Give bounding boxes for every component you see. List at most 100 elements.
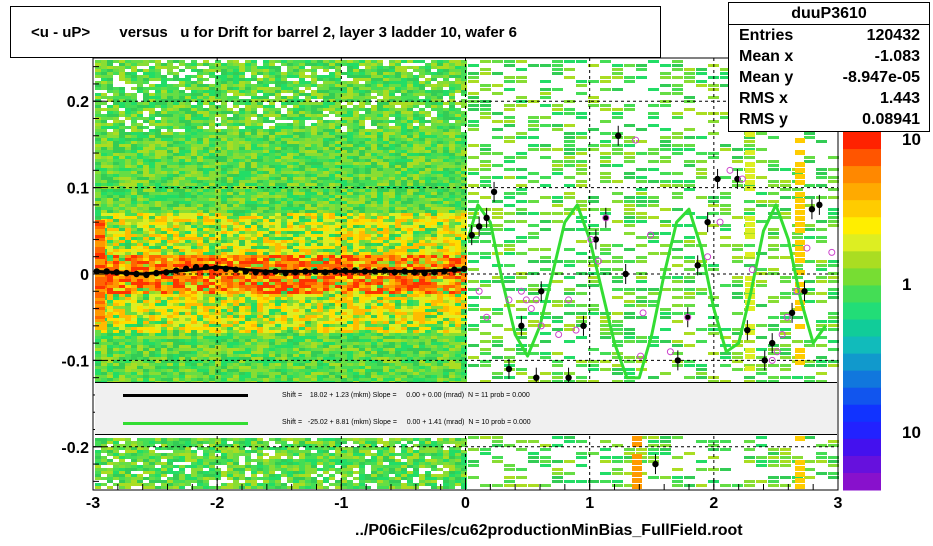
heat-cell <box>299 69 305 72</box>
heat-cell <box>305 309 311 312</box>
heat-cell <box>329 189 335 192</box>
heat-cell <box>161 339 167 342</box>
heat-cell <box>299 78 305 81</box>
heat-cell <box>221 375 227 378</box>
heat-cell <box>161 225 167 228</box>
heat-cell <box>125 441 131 444</box>
heat-cell <box>173 351 179 354</box>
heat-cell <box>161 363 167 366</box>
heat-cell <box>269 276 275 279</box>
heat-cell <box>179 291 185 294</box>
heat-cell <box>335 354 341 357</box>
heat-cell <box>317 153 323 156</box>
heat-cell <box>245 330 251 333</box>
heat-cell <box>131 117 137 120</box>
heat-cell <box>191 366 197 369</box>
heat-cell <box>161 366 167 369</box>
heat-cell <box>125 300 131 303</box>
heat-cell <box>257 333 263 336</box>
heat-cell <box>185 66 191 69</box>
heat-cell <box>221 297 227 300</box>
heat-cell <box>299 204 305 207</box>
heat-cell <box>101 210 107 213</box>
heat-cell <box>131 189 137 192</box>
heat-cell <box>215 279 221 282</box>
heat-cell <box>143 327 149 330</box>
heat-cell <box>275 174 281 177</box>
heat-cell <box>257 330 263 333</box>
heat-cell <box>209 114 215 117</box>
heat-cell <box>287 243 293 246</box>
heat-cell <box>329 483 335 486</box>
heat-cell <box>125 279 131 282</box>
heat-cell <box>173 180 179 183</box>
heat-cell <box>149 477 155 480</box>
heat-cell <box>95 366 101 369</box>
heat-cell <box>107 438 113 441</box>
heat-cell <box>179 114 185 117</box>
heat-cell <box>191 273 197 276</box>
heat-cell <box>161 117 167 120</box>
heat-cell <box>221 177 227 180</box>
heat-cell <box>95 141 101 144</box>
heat-cell <box>245 291 251 294</box>
heat-cell <box>107 69 113 72</box>
heat-cell <box>155 105 161 108</box>
heat-cell <box>323 93 329 96</box>
heat-cell <box>269 456 275 459</box>
heat-cell <box>227 264 233 267</box>
heat-cell <box>173 438 179 441</box>
heat-cell <box>203 465 209 468</box>
heat-cell <box>155 159 161 162</box>
heat-cell <box>95 462 101 465</box>
heat-cell <box>113 279 119 282</box>
heat-cell <box>287 72 293 75</box>
heat-cell <box>95 483 101 486</box>
heat-cell <box>269 180 275 183</box>
heat-cell <box>335 150 341 153</box>
heat-cell <box>203 327 209 330</box>
heat-cell <box>143 120 149 123</box>
heat-cell <box>245 273 251 276</box>
heat-cell <box>335 105 341 108</box>
heat-cell <box>275 342 281 345</box>
heat-cell <box>101 444 107 447</box>
heat-cell <box>257 486 263 489</box>
heat-cell <box>137 204 143 207</box>
heat-cell <box>263 441 269 444</box>
heat-cell <box>131 267 137 270</box>
heat-cell <box>203 213 209 216</box>
heat-cell <box>125 111 131 114</box>
heat-cell <box>251 486 257 489</box>
heat-cell <box>113 363 119 366</box>
heat-cell <box>107 78 113 81</box>
heat-cell <box>317 87 323 90</box>
heat-cell <box>119 213 125 216</box>
heat-cell <box>311 447 317 450</box>
heat-cell <box>281 84 287 87</box>
heat-cell <box>221 195 227 198</box>
heat-cell <box>263 120 269 123</box>
heat-cell <box>275 210 281 213</box>
heat-cell <box>341 105 347 108</box>
heat-cell <box>227 486 233 489</box>
heat-cell <box>149 372 155 375</box>
heat-cell <box>131 162 137 165</box>
heat-cell <box>299 63 305 66</box>
heat-cell <box>293 204 299 207</box>
heat-cell <box>179 123 185 126</box>
heat-cell <box>179 306 185 309</box>
heat-cell <box>323 96 329 99</box>
heat-cell <box>131 378 137 381</box>
heat-cell <box>329 240 335 243</box>
heat-cell <box>179 213 185 216</box>
heat-cell <box>149 300 155 303</box>
heat-cell <box>233 249 239 252</box>
heat-cell <box>299 288 305 291</box>
heat-cell <box>311 312 317 315</box>
heat-cell <box>305 156 311 159</box>
heat-cell <box>215 189 221 192</box>
heat-cell <box>155 309 161 312</box>
heat-cell <box>329 126 335 129</box>
heat-cell <box>281 324 287 327</box>
